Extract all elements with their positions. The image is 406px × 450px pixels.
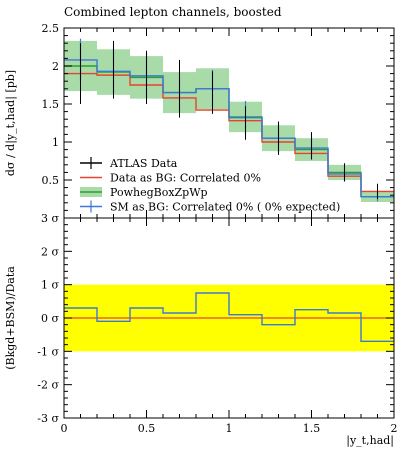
x-ticks: 0 0.5 1 1.5 2 bbox=[61, 28, 398, 435]
sm-as-bg-line bbox=[64, 59, 394, 198]
legend-label: ATLAS Data bbox=[109, 157, 178, 170]
x-axis-label: |y_t,had| bbox=[346, 434, 394, 448]
x-tick-label: 1 bbox=[226, 422, 233, 435]
ratio-y-label: (Bkgd+BSM)/Data bbox=[4, 266, 17, 370]
x-tick-label: 0 bbox=[61, 422, 68, 435]
ratio-y-ticks: -3 σ -2 σ -1 σ 0 σ 1 σ 2 σ 3 σ bbox=[37, 212, 394, 425]
x-tick-label: 1.5 bbox=[303, 422, 321, 435]
ratio-y-tick-label: -1 σ bbox=[37, 345, 59, 358]
x-tick-label: 2 bbox=[391, 422, 398, 435]
ratio-y-tick-label: -2 σ bbox=[37, 379, 59, 392]
chart-title: Combined lepton channels, boosted bbox=[64, 5, 282, 19]
ratio-y-tick-label: 0 σ bbox=[41, 312, 59, 325]
ratio-y-tick-label: 1 σ bbox=[41, 279, 59, 292]
ratio-panel: -3 σ -2 σ -1 σ 0 σ 1 σ 2 σ 3 σ 0 0.5 1 1.5 2 (Bkgd… bbox=[4, 28, 398, 448]
legend-label: Data as BG: Correlated 0% bbox=[110, 172, 261, 185]
y-tick-label: 0.5 bbox=[42, 174, 60, 187]
ratio-y-tick-label: 3 σ bbox=[41, 212, 59, 225]
ratio-sm-as-bg-line bbox=[64, 292, 394, 343]
series-lines-group bbox=[64, 59, 394, 198]
ratio-y-tick-label: -3 σ bbox=[37, 412, 59, 425]
main-y-label: dσ / d|y_t,had| [pb] bbox=[4, 70, 18, 176]
y-tick-label: 2.5 bbox=[42, 22, 60, 35]
legend: ATLAS Data Data as BG: Correlated 0%Powhe… bbox=[80, 157, 340, 214]
ratio-y-tick-label: 2 σ bbox=[41, 245, 59, 258]
main-panel: 0.5 1 1.5 2 2.5 ATLAS Data Data as BG: Correl… bbox=[4, 22, 395, 219]
y-tick-label: 2 bbox=[52, 60, 59, 73]
legend-label: SM as BG: Correlated 0% ( 0% expected) bbox=[110, 201, 340, 214]
main-y-ticks: 0.5 1 1.5 2 2.5 bbox=[42, 22, 394, 211]
y-tick-label: 1 bbox=[52, 136, 59, 149]
x-tick-label: 0.5 bbox=[138, 422, 156, 435]
ratio-lines-group bbox=[64, 292, 394, 343]
error-bars-group bbox=[79, 38, 379, 202]
legend-label: PowhegBoxZpWp bbox=[110, 186, 208, 199]
y-tick-label: 1.5 bbox=[42, 98, 60, 111]
